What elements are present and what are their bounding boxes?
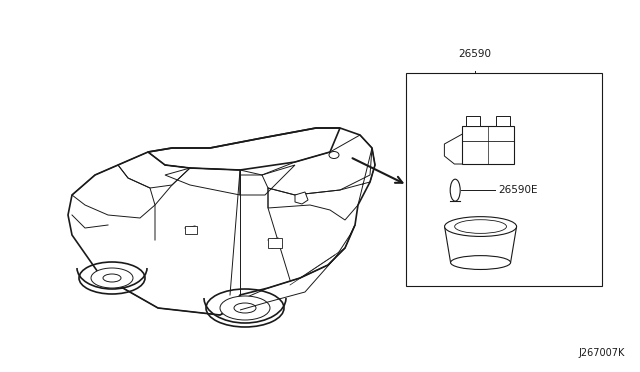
Ellipse shape xyxy=(91,268,133,288)
Ellipse shape xyxy=(445,217,516,237)
Bar xyxy=(268,238,282,248)
Text: 26590: 26590 xyxy=(458,48,492,58)
Ellipse shape xyxy=(234,303,256,313)
Bar xyxy=(406,73,602,286)
Ellipse shape xyxy=(220,296,270,320)
Ellipse shape xyxy=(451,256,511,269)
Ellipse shape xyxy=(450,179,460,201)
Ellipse shape xyxy=(79,262,145,294)
Ellipse shape xyxy=(329,151,339,158)
Text: 26590E: 26590E xyxy=(498,185,538,195)
Ellipse shape xyxy=(206,289,284,327)
Bar xyxy=(462,126,515,164)
Polygon shape xyxy=(295,192,308,204)
Bar xyxy=(497,116,510,126)
Bar xyxy=(185,226,197,234)
Bar xyxy=(467,116,481,126)
Ellipse shape xyxy=(454,220,506,233)
Text: J267007K: J267007K xyxy=(579,348,625,358)
Ellipse shape xyxy=(103,274,121,282)
